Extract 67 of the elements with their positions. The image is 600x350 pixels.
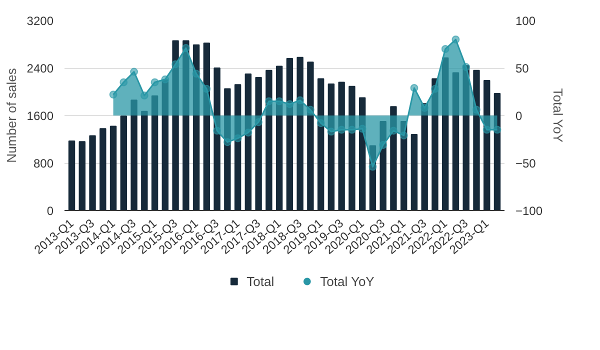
bar (410, 134, 418, 210)
legend-label: Total (246, 274, 274, 288)
bar (110, 126, 117, 210)
point (306, 106, 314, 114)
point (172, 60, 180, 68)
point (338, 126, 346, 134)
y2-tick-label: −50 (516, 156, 536, 170)
point (316, 119, 325, 128)
point (234, 134, 242, 142)
bar (317, 78, 324, 210)
point (472, 106, 480, 114)
point (296, 96, 304, 104)
point (358, 124, 366, 133)
y2-tick-label: 100 (516, 14, 536, 28)
point (482, 126, 491, 134)
y-tick-label: 3200 (26, 14, 54, 28)
point (389, 126, 398, 135)
point (462, 63, 470, 72)
bar (307, 62, 314, 210)
point (441, 45, 450, 53)
bar (421, 103, 428, 210)
bar (296, 56, 304, 210)
point (327, 128, 336, 136)
bar (473, 70, 480, 210)
y-axis-title: Number of sales (4, 68, 19, 163)
point (400, 131, 408, 140)
bar (78, 141, 86, 210)
y-tick-label: 1600 (26, 109, 54, 123)
point (161, 75, 170, 84)
bar (266, 70, 272, 210)
y2-axis-title: Total YoY (550, 88, 566, 143)
point (264, 97, 273, 106)
y-tick-label: 2400 (26, 62, 54, 76)
point (182, 44, 190, 52)
point (286, 100, 294, 108)
legend-label: Total YoY (320, 274, 374, 288)
point (140, 92, 148, 100)
point (368, 162, 377, 171)
point (493, 126, 502, 134)
y2-tick-label: 0 (516, 109, 522, 123)
point (192, 70, 200, 78)
point (213, 126, 222, 135)
bar (255, 77, 262, 210)
point (348, 126, 356, 134)
point (120, 78, 128, 86)
y2-tick-label: 50 (516, 62, 530, 76)
y-tick-label: 800 (33, 156, 54, 170)
bar (494, 93, 501, 210)
point (420, 104, 429, 112)
point (202, 84, 211, 93)
point (452, 36, 460, 44)
point (410, 84, 418, 92)
bar (100, 128, 106, 210)
y-tick-label: 0 (46, 204, 54, 218)
point (109, 90, 118, 99)
point (244, 128, 252, 137)
point (254, 118, 263, 126)
point (430, 84, 439, 93)
y2-tick-label: −100 (516, 204, 543, 218)
point (275, 97, 284, 106)
point (130, 68, 138, 76)
point (223, 138, 232, 146)
point (379, 140, 388, 149)
bar (68, 140, 76, 210)
point (150, 78, 159, 86)
bar (120, 116, 128, 210)
bar (89, 135, 96, 210)
